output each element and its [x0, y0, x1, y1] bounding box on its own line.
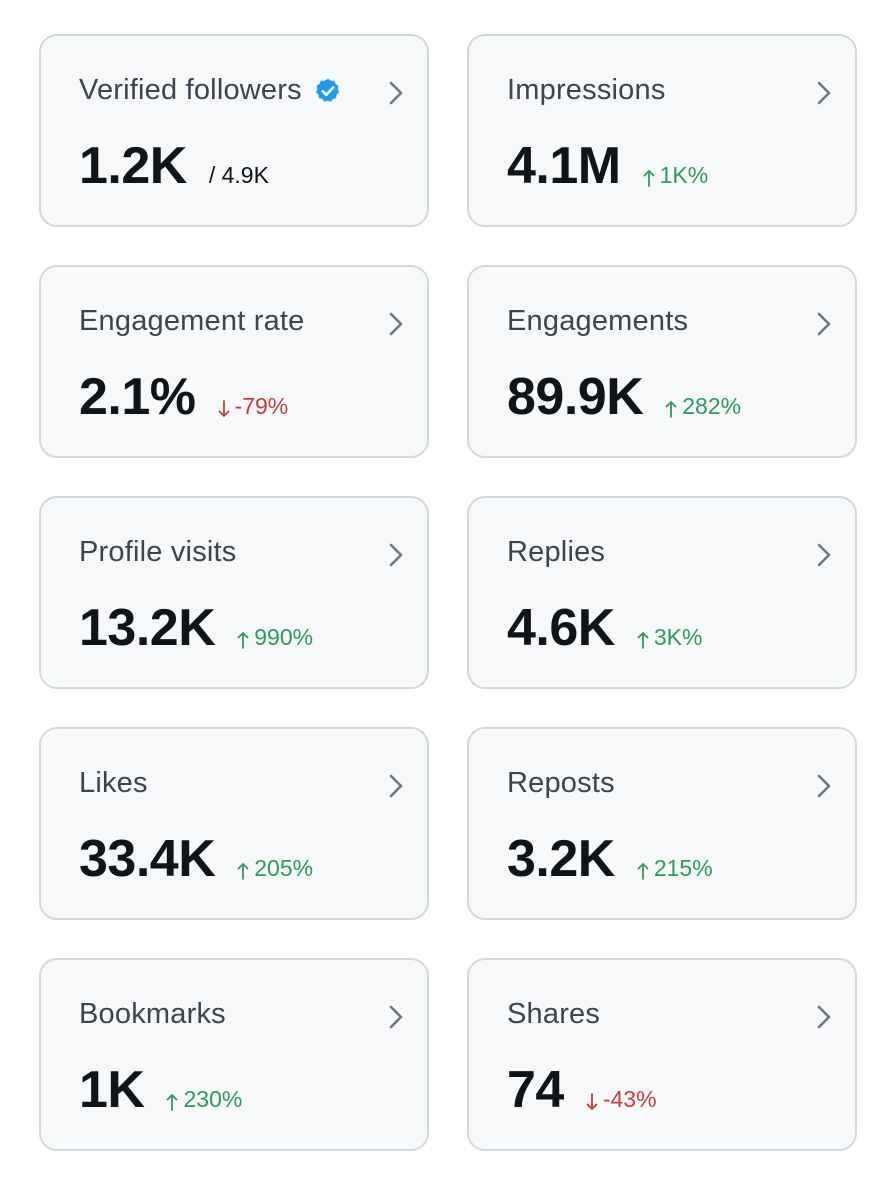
change-indicator: 1K%	[643, 162, 709, 189]
chevron-right-icon[interactable]	[813, 311, 835, 337]
card-label: Bookmarks	[79, 998, 226, 1030]
change-percent: -79%	[234, 393, 289, 419]
verified-badge-icon	[315, 78, 339, 102]
arrow-up-icon	[237, 631, 249, 649]
metric-value: 4.6K	[507, 599, 615, 657]
value-row: 13.2K 990%	[79, 598, 313, 658]
card-engagement-rate[interactable]: Engagement rate 2.1% -79%	[39, 265, 429, 458]
metric-value: 13.2K	[79, 599, 216, 657]
change-indicator: 215%	[637, 855, 713, 882]
change-percent: 215%	[653, 855, 713, 881]
card-label: Engagements	[507, 305, 689, 337]
metric-value: 89.9K	[507, 368, 644, 426]
arrow-up-icon	[237, 862, 249, 880]
value-row: 2.1% -79%	[79, 367, 288, 427]
arrow-up-icon	[637, 862, 649, 880]
chevron-right-icon[interactable]	[813, 542, 835, 568]
card-label: Reposts	[507, 767, 615, 799]
card-profile-visits[interactable]: Profile visits 13.2K 990%	[39, 496, 429, 689]
metric-value: 4.1M	[507, 137, 621, 195]
value-row: 33.4K 205%	[79, 829, 313, 889]
arrow-up-icon	[665, 400, 677, 418]
metric-value: 3.2K	[507, 830, 615, 888]
change-indicator: -43%	[586, 1086, 657, 1113]
card-replies[interactable]: Replies 4.6K 3K%	[467, 496, 857, 689]
card-label: Verified followers	[79, 74, 302, 106]
metrics-grid: Verified followers 1.2K / 4.9K Impressio…	[39, 34, 857, 1151]
card-reposts[interactable]: Reposts 3.2K 215%	[467, 727, 857, 920]
card-label: Profile visits	[79, 536, 237, 568]
value-row: 74 -43%	[507, 1060, 657, 1120]
card-impressions[interactable]: Impressions 4.1M 1K%	[467, 34, 857, 227]
card-verified-followers[interactable]: Verified followers 1.2K / 4.9K	[39, 34, 429, 227]
change-percent: 282%	[682, 393, 742, 419]
value-row: 4.6K 3K%	[507, 598, 702, 658]
change-percent: -43%	[602, 1086, 657, 1112]
change-indicator: 990%	[237, 624, 313, 651]
arrow-up-icon	[167, 1093, 178, 1111]
chevron-right-icon[interactable]	[385, 1004, 407, 1030]
chevron-right-icon[interactable]	[385, 542, 407, 568]
change-percent: 1K%	[659, 162, 709, 188]
change-indicator: -79%	[218, 393, 289, 420]
metric-value: 1K	[79, 1061, 145, 1119]
card-likes[interactable]: Likes 33.4K 205%	[39, 727, 429, 920]
card-bookmarks[interactable]: Bookmarks 1K 230%	[39, 958, 429, 1151]
metric-value: 1.2K	[79, 137, 187, 195]
change-percent: 990%	[254, 624, 314, 650]
metric-value: 74	[507, 1061, 564, 1119]
card-label: Likes	[79, 767, 148, 799]
value-row: 89.9K 282%	[507, 367, 741, 427]
chevron-right-icon[interactable]	[813, 773, 835, 799]
arrow-down-icon	[218, 399, 229, 417]
metric-value: 33.4K	[79, 830, 216, 888]
arrow-down-icon	[586, 1092, 598, 1110]
card-engagements[interactable]: Engagements 89.9K 282%	[467, 265, 857, 458]
chevron-right-icon[interactable]	[813, 1004, 835, 1030]
change-indicator: 282%	[665, 393, 741, 420]
value-row: 4.1M 1K%	[507, 136, 708, 196]
card-shares[interactable]: Shares 74 -43%	[467, 958, 857, 1151]
chevron-right-icon[interactable]	[385, 311, 407, 337]
value-row: 1K 230%	[79, 1060, 242, 1120]
card-label: Engagement rate	[79, 305, 305, 337]
arrow-up-icon	[643, 169, 655, 187]
change-indicator: 205%	[237, 855, 313, 882]
chevron-right-icon[interactable]	[813, 80, 835, 106]
change-percent: 3K%	[653, 624, 703, 650]
card-label-wrap: Verified followers	[79, 74, 342, 107]
chevron-right-icon[interactable]	[385, 773, 407, 799]
metric-value: 2.1%	[79, 368, 196, 426]
card-label: Replies	[507, 536, 606, 568]
arrow-up-icon	[637, 631, 649, 649]
value-row: 3.2K 215%	[507, 829, 713, 889]
card-label: Impressions	[507, 74, 666, 106]
change-indicator: 3K%	[637, 624, 703, 651]
change-percent: 230%	[183, 1086, 243, 1112]
metric-total: / 4.9K	[208, 162, 269, 188]
change-percent: 205%	[254, 855, 314, 881]
chevron-right-icon[interactable]	[385, 80, 407, 106]
card-label: Shares	[507, 998, 601, 1030]
value-row: 1.2K / 4.9K	[79, 136, 269, 196]
change-indicator: 230%	[166, 1086, 242, 1113]
